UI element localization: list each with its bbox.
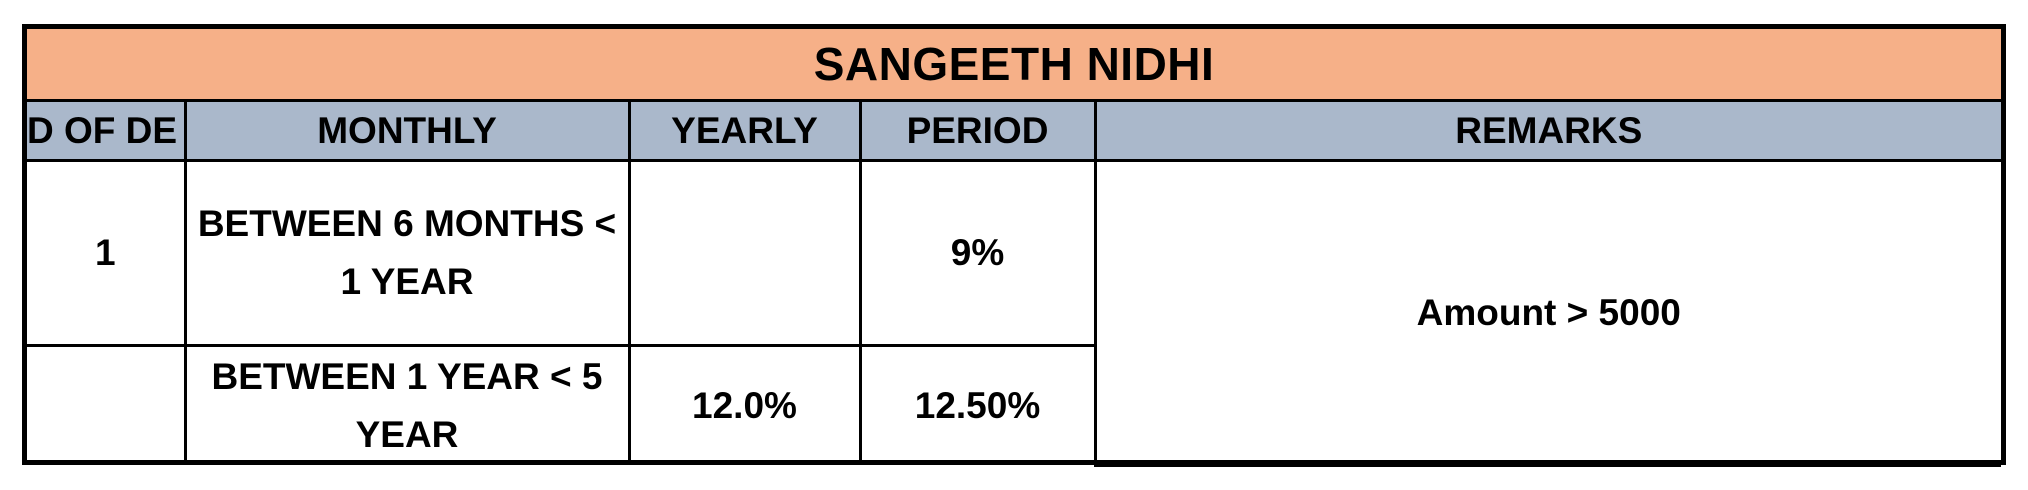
table-title: SANGEETH NIDHI bbox=[27, 29, 2001, 102]
header-deposit-kind-text: D OF DE bbox=[27, 109, 178, 151]
header-row: D OF DE MONTHLY YEARLY PERIOD REMARKS bbox=[27, 99, 2001, 162]
header-period: PERIOD bbox=[858, 99, 1097, 162]
header-monthly: MONTHLY bbox=[183, 99, 631, 162]
header-remarks: REMARKS bbox=[1093, 99, 2001, 162]
rate-sheet: SANGEETH NIDHI D OF DE MONTHLY YEARLY PE… bbox=[22, 24, 2006, 467]
row2-col1 bbox=[27, 344, 187, 465]
row1-monthly: BETWEEN 6 MONTHS < 1 YEAR bbox=[183, 159, 631, 347]
remarks-cell: Amount > 5000 bbox=[1093, 159, 2001, 467]
row1-yearly bbox=[627, 159, 862, 347]
row2-yearly: 12.0% bbox=[627, 344, 862, 465]
header-yearly: YEARLY bbox=[627, 99, 862, 162]
row1-col1: 1 bbox=[27, 159, 187, 347]
header-deposit-kind: D OF DE bbox=[27, 99, 187, 162]
row2-period: 12.50% bbox=[858, 344, 1097, 465]
table-row: 1 BETWEEN 6 MONTHS < 1 YEAR 9% Amount > … bbox=[27, 159, 2001, 467]
table-row: BETWEEN 1 YEAR < 5 YEAR 12.0% 12.50% bbox=[27, 344, 2001, 465]
row2-monthly: BETWEEN 1 YEAR < 5 YEAR bbox=[183, 344, 631, 465]
row1-period: 9% bbox=[858, 159, 1097, 347]
rate-table: SANGEETH NIDHI D OF DE MONTHLY YEARLY PE… bbox=[27, 29, 2001, 467]
